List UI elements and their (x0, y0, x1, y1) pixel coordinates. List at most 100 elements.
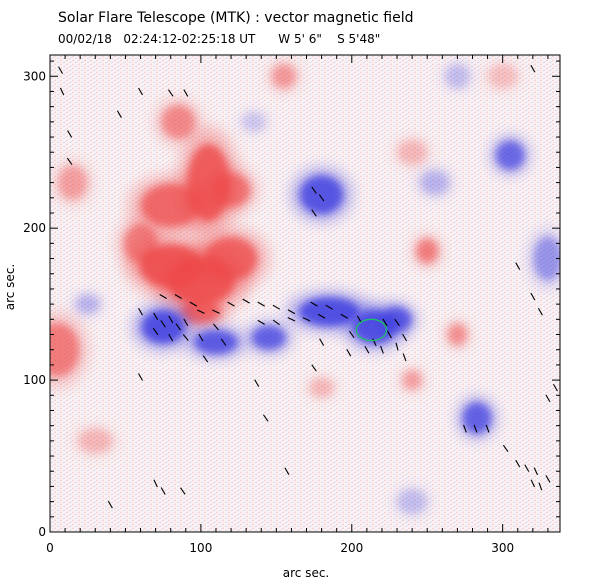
field-vector (160, 487, 166, 495)
field-vector (180, 487, 186, 495)
field-vector (175, 323, 181, 331)
field-vector (153, 479, 158, 488)
field-vector (263, 414, 269, 422)
field-vector (284, 467, 290, 475)
field-vector (67, 130, 73, 138)
plot-area (50, 55, 560, 532)
positive-polarity-region (50, 311, 89, 389)
field-vector (515, 262, 521, 270)
field-vector (59, 87, 65, 96)
field-vector (387, 330, 392, 339)
field-vector (152, 327, 159, 336)
negative-polarity-region (244, 320, 294, 356)
y-tick-label: 100 (23, 373, 46, 387)
field-vector (160, 320, 166, 328)
field-vector (183, 89, 189, 97)
x-tick-label: 200 (340, 541, 363, 555)
field-vector (257, 319, 265, 325)
field-vector (502, 444, 509, 453)
field-vector (545, 475, 551, 483)
field-vector (272, 304, 281, 310)
field-vector (538, 482, 543, 491)
field-vector (183, 318, 189, 327)
x-tick-label: 100 (189, 541, 212, 555)
field-vector (356, 315, 362, 324)
negative-polarity-region (489, 134, 532, 177)
field-vector (530, 479, 536, 488)
field-vector (302, 317, 311, 322)
chart-subtitle: 00/02/18 02:24:12-02:25:18 UT W 5' 6" S … (58, 32, 381, 46)
positive-polarity-region (70, 423, 120, 459)
positive-polarity-region (153, 97, 203, 147)
field-vector (364, 345, 370, 354)
x-tick-label: 300 (491, 541, 514, 555)
negative-polarity-region (184, 324, 248, 360)
field-vector (530, 292, 536, 301)
positive-polarity-region (443, 318, 472, 351)
negative-polarity-region (290, 166, 353, 223)
negative-polarity-region (236, 107, 272, 136)
field-vector (395, 342, 399, 351)
field-vector (530, 64, 536, 73)
field-vector (242, 298, 250, 304)
field-vector (174, 294, 182, 300)
field-vector (485, 424, 490, 433)
field-vector (116, 110, 122, 118)
field-vector (545, 394, 551, 403)
field-vector (182, 334, 189, 341)
negative-polarity-region (527, 227, 560, 290)
field-vector (138, 87, 144, 96)
field-vector (138, 307, 144, 316)
field-vector (311, 186, 317, 194)
field-vector (58, 66, 64, 74)
positive-polarity-region (203, 165, 259, 215)
chart-title: Solar Flare Telescope (MTK) : vector mag… (58, 10, 414, 26)
field-vector (318, 194, 325, 202)
field-vector (310, 301, 318, 307)
positive-polarity-region (411, 233, 443, 269)
field-vector (220, 338, 227, 346)
field-vector (254, 379, 260, 387)
negative-polarity-region (70, 290, 106, 319)
negative-polarity-region (376, 301, 418, 337)
plot-frame (49, 54, 561, 533)
field-vector (402, 333, 408, 342)
field-vector (552, 383, 558, 392)
field-vector (168, 315, 174, 324)
field-vector (533, 467, 539, 476)
field-vector (319, 338, 325, 346)
flare-contour (355, 318, 388, 342)
field-vector (197, 309, 205, 314)
field-vector (202, 355, 209, 363)
field-vector (159, 294, 167, 300)
field-vector (524, 464, 530, 472)
field-vector (272, 319, 280, 326)
field-vector (168, 333, 174, 342)
field-vector (198, 333, 204, 342)
field-vector (287, 309, 296, 315)
negative-polarity-region (391, 484, 433, 520)
field-vector (212, 309, 220, 314)
positive-polarity-region (266, 58, 302, 94)
field-vector (537, 307, 543, 316)
x-axis-label: arc sec. (282, 566, 330, 580)
field-vector (473, 424, 478, 433)
field-vector (463, 424, 467, 433)
negative-polarity-region (413, 165, 456, 201)
field-vector (138, 373, 144, 381)
field-vector (349, 330, 355, 339)
field-vector (325, 304, 333, 310)
positive-polarity-region (192, 227, 270, 291)
field-vector (167, 89, 174, 97)
field-vector (311, 364, 317, 372)
field-vector (382, 318, 388, 327)
field-vector (189, 301, 198, 307)
positive-polarity-region (304, 373, 339, 402)
field-vector (212, 323, 219, 331)
field-vector (380, 345, 384, 354)
field-vector (287, 317, 296, 322)
field-vector (515, 459, 521, 468)
field-vector (107, 500, 113, 509)
x-tick-label: 0 (46, 541, 54, 555)
field-vector (66, 157, 73, 165)
